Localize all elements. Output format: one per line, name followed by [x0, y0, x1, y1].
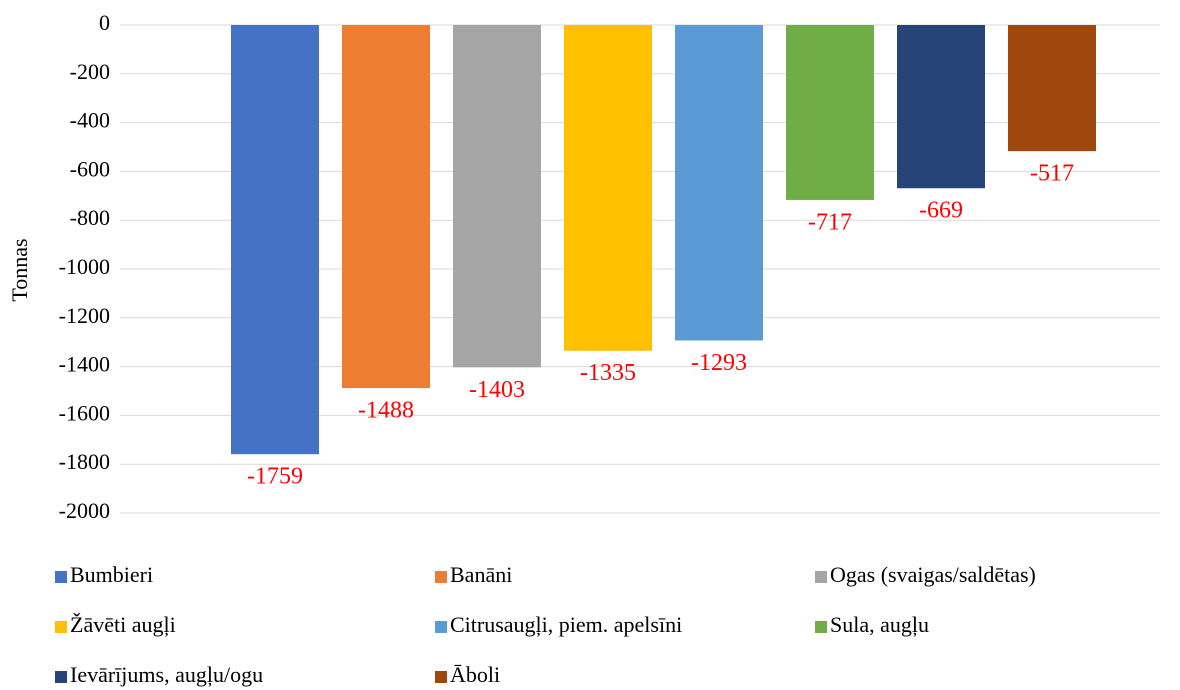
bar	[453, 25, 541, 368]
legend-label: Sula, augļu	[830, 612, 929, 637]
bar	[675, 25, 763, 341]
bar	[231, 25, 319, 455]
legend-swatch	[815, 621, 827, 633]
legend-swatch	[435, 671, 447, 683]
legend-swatch	[435, 621, 447, 633]
legend-label: Āboli	[450, 662, 500, 687]
data-label: -1293	[691, 350, 747, 376]
data-label: -1403	[469, 377, 525, 403]
legend-label: Ievārījums, augļu/ogu	[70, 662, 263, 687]
y-tick-label: -400	[70, 108, 110, 133]
bar	[786, 25, 874, 200]
y-tick-label: -1600	[59, 400, 110, 425]
legend-swatch	[435, 571, 447, 583]
legend-swatch	[55, 621, 67, 633]
bar	[564, 25, 652, 351]
data-label: -1335	[580, 360, 636, 386]
legend-swatch	[815, 571, 827, 583]
y-tick-label: -1800	[59, 449, 110, 474]
y-tick-label: -200	[70, 59, 110, 84]
legend-label: Ogas (svaigas/saldētas)	[830, 562, 1036, 587]
y-tick-label: -800	[70, 205, 110, 230]
legend-label: Žāvēti augļi	[70, 612, 176, 637]
legend-swatch	[55, 671, 67, 683]
y-tick-label: 0	[99, 10, 110, 35]
data-label: -1759	[247, 464, 303, 490]
data-label: -517	[1030, 161, 1074, 187]
data-label: -669	[919, 198, 963, 224]
legend-label: Citrusaugļi, piem. apelsīni	[450, 612, 682, 637]
legend-label: Banāni	[450, 562, 512, 587]
y-tick-label: -1000	[59, 254, 110, 279]
y-tick-label: -1200	[59, 303, 110, 328]
bar	[1008, 25, 1096, 152]
y-tick-label: -1400	[59, 352, 110, 377]
bar	[342, 25, 430, 389]
y-tick-label: -2000	[59, 498, 110, 523]
legend-label: Bumbieri	[70, 562, 153, 587]
y-axis-title: Tonnas	[7, 238, 32, 301]
data-label: -1488	[358, 398, 414, 424]
bar	[897, 25, 985, 189]
data-label: -717	[808, 209, 852, 235]
legend-swatch	[55, 571, 67, 583]
y-tick-label: -600	[70, 156, 110, 181]
